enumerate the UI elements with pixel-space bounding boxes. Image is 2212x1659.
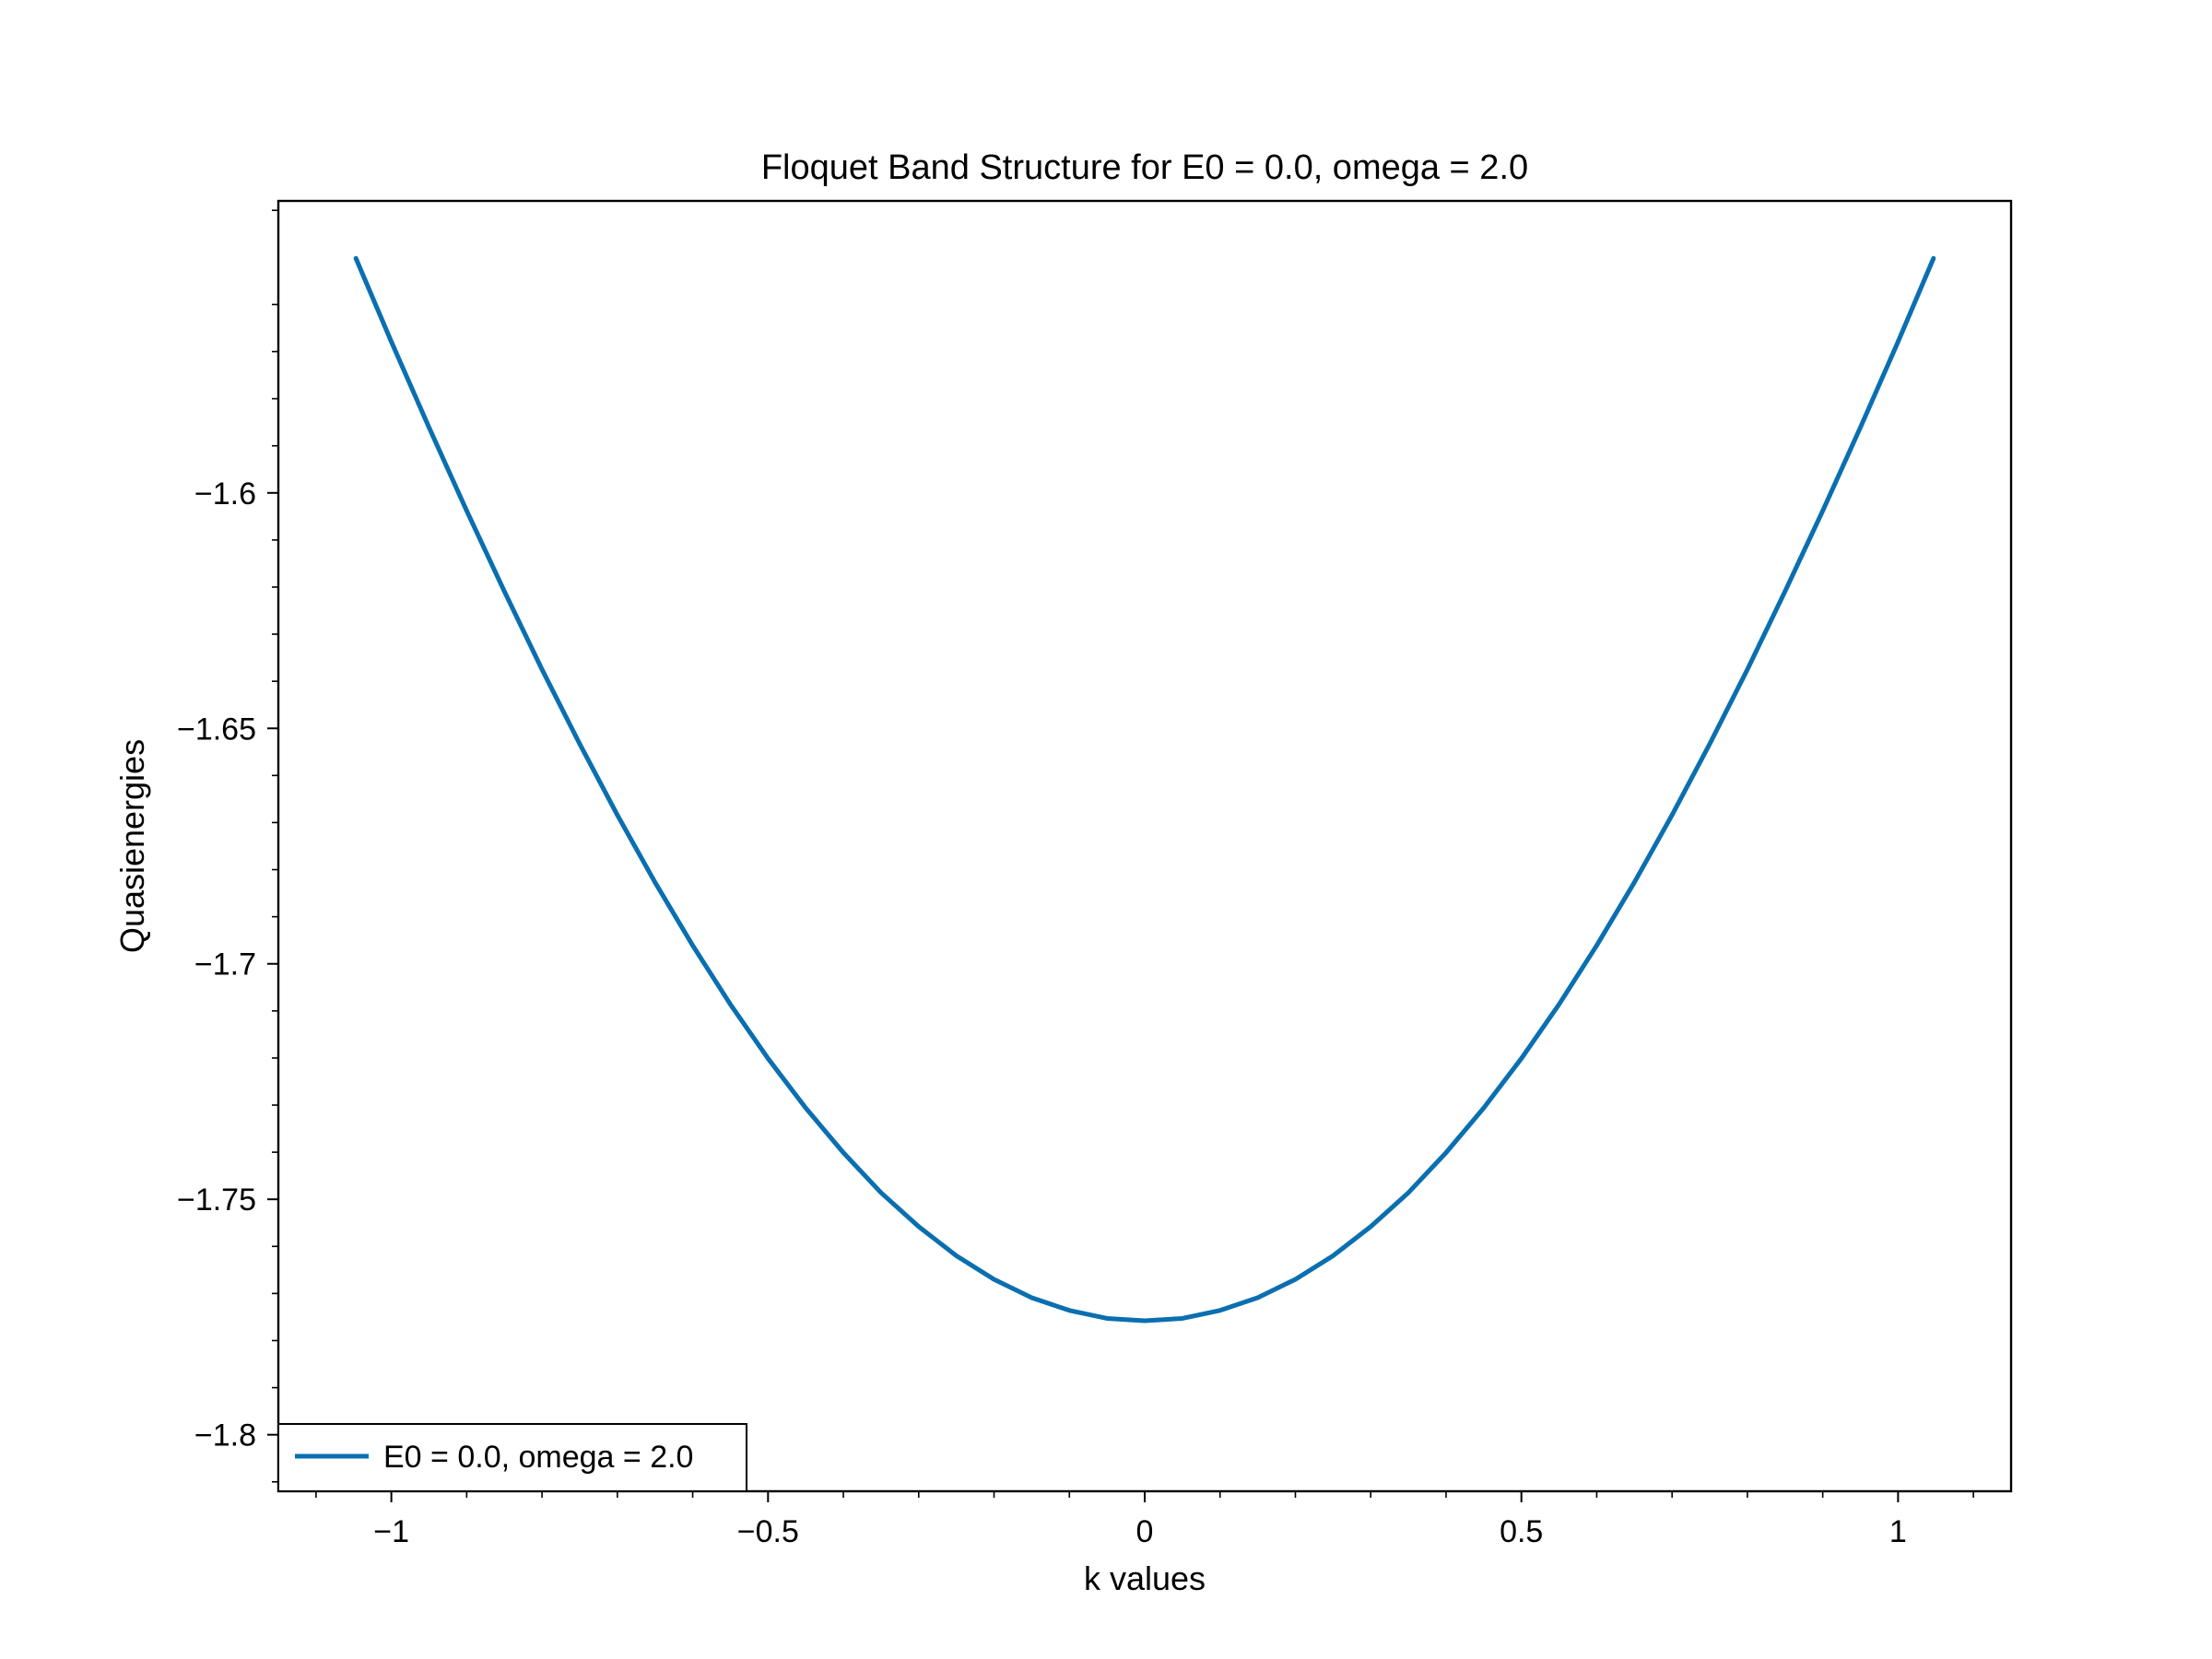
series-line-0 [353,255,1936,1324]
y-tick-label: −1.8 [194,1418,256,1453]
x-tick-label: −1 [373,1514,409,1549]
plot-area [353,255,1936,1324]
x-tick-label: 1 [1889,1514,1907,1549]
y-tick-label: −1.65 [177,712,256,747]
x-tick-label: 0 [1136,1514,1154,1549]
x-tick-label: −0.5 [737,1514,799,1549]
y-tick-label: −1.7 [194,947,256,982]
x-axis-label: k values [1084,1559,1206,1597]
legend: E0 = 0.0, omega = 2.0 [277,1423,747,1492]
x-tick-label: 0.5 [1500,1514,1543,1549]
y-tick-label: −1.6 [194,477,256,512]
y-axis-label: Quasienergies [113,739,151,953]
chart-title: Floquet Band Structure for E0 = 0.0, ome… [761,148,1528,187]
y-tick-label: −1.75 [177,1182,256,1218]
y-axis: −1.6 −1.65 −1.7 −1.75 −1.8 [177,209,278,1483]
legend-entry-label: E0 = 0.0, omega = 2.0 [383,1440,693,1475]
axes-frame [276,199,2013,1493]
x-axis: −1 −0.5 0 0.5 1 [315,1491,1974,1549]
